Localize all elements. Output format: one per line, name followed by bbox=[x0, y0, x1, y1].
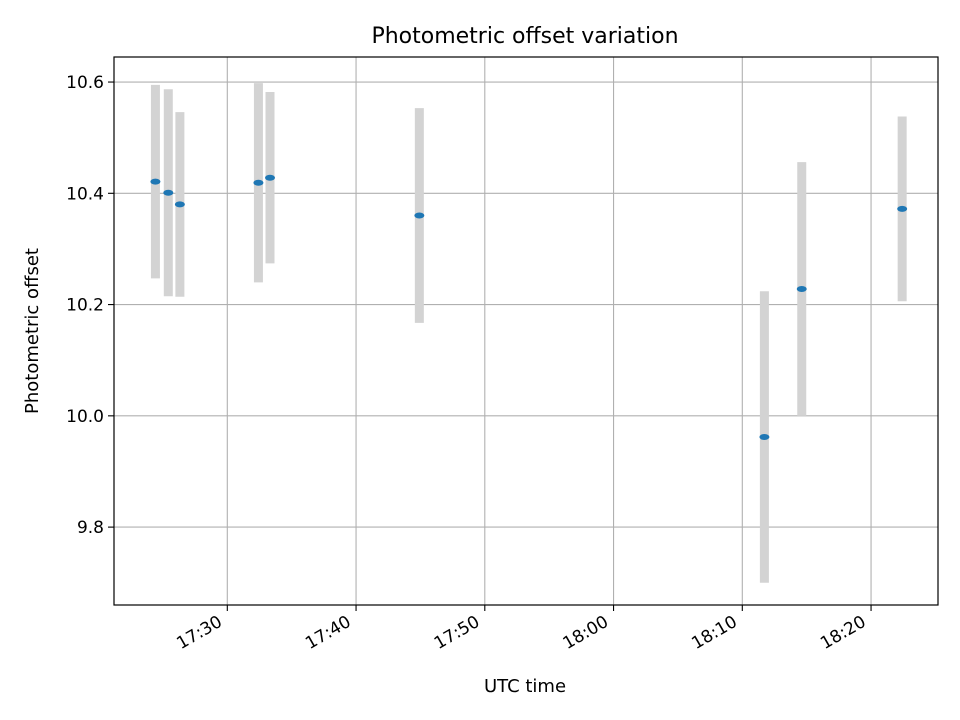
chart-title: Photometric offset variation bbox=[371, 24, 678, 49]
y-tick-label: 10.0 bbox=[66, 407, 104, 427]
y-axis-label: Photometric offset bbox=[22, 248, 43, 414]
data-point bbox=[897, 205, 908, 212]
data-point bbox=[796, 285, 807, 292]
y-tick-label: 10.4 bbox=[66, 184, 104, 204]
x-axis-label: UTC time bbox=[484, 676, 566, 697]
data-point bbox=[759, 433, 770, 440]
plot-frame bbox=[113, 56, 939, 606]
data-point bbox=[174, 201, 185, 208]
data-point bbox=[150, 178, 161, 185]
data-point bbox=[163, 189, 174, 196]
y-tick-label: 10.2 bbox=[66, 296, 104, 316]
y-axis-ticks: 9.8 10.0 10.2 10.4 10.6 bbox=[66, 73, 114, 538]
data-point bbox=[265, 174, 276, 181]
y-tick-label: 10.6 bbox=[66, 73, 104, 93]
data-point bbox=[253, 179, 264, 186]
data-point bbox=[414, 212, 425, 219]
y-tick-label: 9.8 bbox=[77, 518, 104, 538]
data-points bbox=[150, 174, 908, 440]
